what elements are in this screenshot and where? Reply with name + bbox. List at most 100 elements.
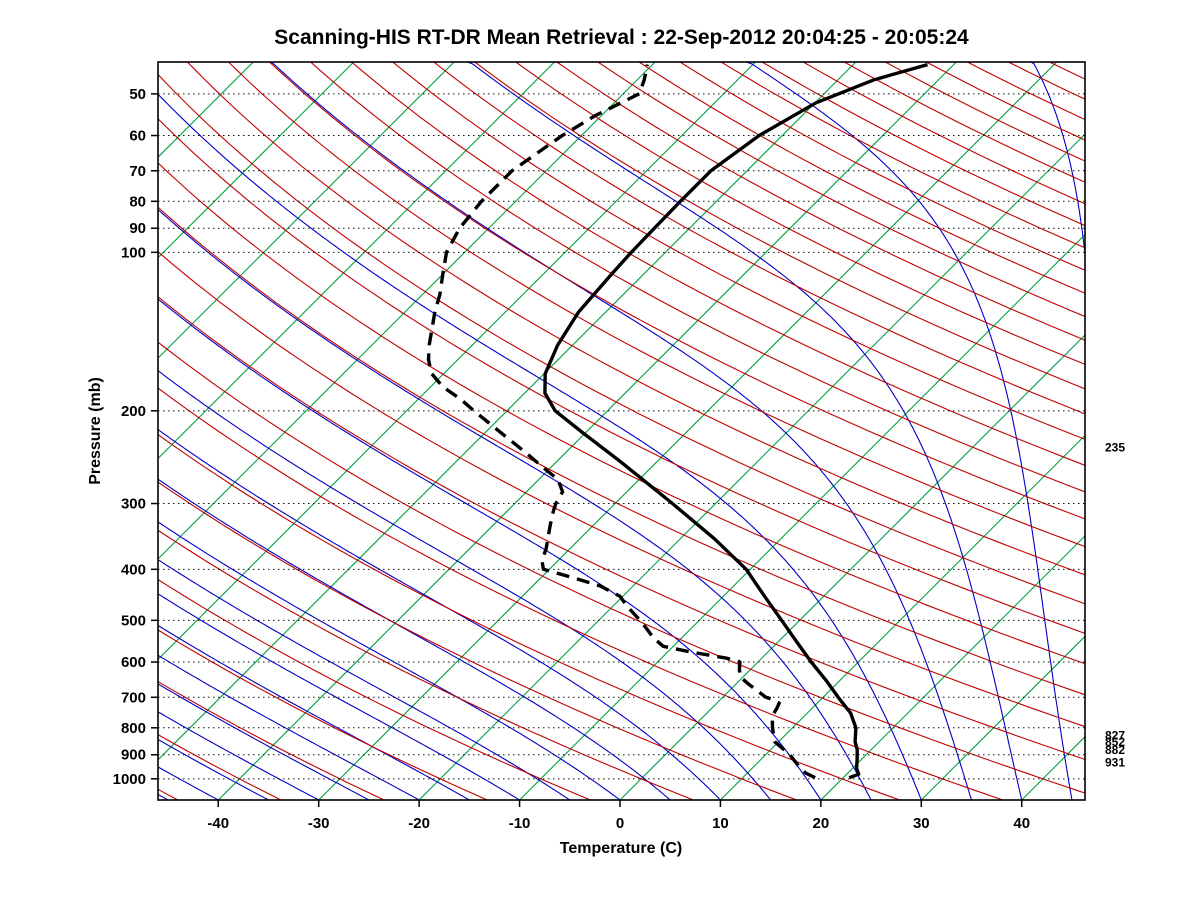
dry-adiabat-line [679,62,1085,271]
x-axis-title: Temperature (C) [559,840,683,857]
dewpoint-profile [426,64,816,780]
isotherm-line [158,62,355,259]
dry-adiabat-line [1091,62,1200,800]
isotherm-line [619,334,1085,800]
dry-adiabat-line [158,680,385,800]
x-tick-label: 10 [712,815,729,832]
dry-adiabat-line [843,62,1085,183]
moist-adiabat-line [1030,62,1085,259]
dry-adiabat-line [269,62,1085,520]
dry-adiabat-line [158,251,1085,728]
dry-adiabat-line [158,788,179,800]
isotherm-line [158,62,656,560]
right-pressure-label: 235 [1105,441,1125,455]
right-pressure-label: 931 [1105,755,1125,769]
isotherm-line [217,62,957,800]
dry-adiabat-line [638,62,1085,294]
y-tick-label: 90 [129,220,146,237]
dry-adiabat-line [158,433,900,800]
dry-adiabat-line [761,62,1085,227]
dry-adiabat-line [720,62,1085,249]
x-tick-label: 40 [1013,815,1030,832]
dry-adiabat-line [158,529,694,800]
isotherm-line [318,62,1058,800]
moist-adiabat-line [158,558,571,800]
moist-adiabat-line [158,593,520,800]
dry-adiabat-line [158,206,1085,696]
y-tick-label: 800 [121,720,146,737]
y-tick-label: 100 [121,244,146,261]
x-tick-label: -40 [207,815,229,832]
dry-adiabat-line [158,481,797,800]
isotherm-line [418,133,1085,800]
dry-adiabat-line [158,296,1085,760]
dry-adiabat-line [967,62,1085,121]
moist-adiabat-line [158,624,470,800]
moist-adiabat-line [269,62,973,800]
right-pressure-label: 852 [1105,735,1125,749]
x-tick-label: 30 [913,815,930,832]
dry-adiabat-line [158,162,1085,665]
y-tick-label: 300 [121,496,146,513]
moist-adiabat-line [158,369,772,800]
dry-adiabat-line [351,62,1085,466]
y-tick-label: 600 [121,654,146,671]
y-tick-label: 900 [121,747,146,764]
y-tick-label: 400 [121,561,146,578]
x-tick-label: 0 [616,815,624,832]
y-tick-label: 1000 [113,771,146,788]
x-tick-label: -30 [308,815,330,832]
moist-adiabat-line [158,683,370,800]
moist-adiabat-line [0,62,17,800]
plot-lines-layer [0,62,1200,800]
y-tick-label: 200 [121,403,146,420]
isotherm-line [158,62,756,661]
dry-adiabat-line [515,62,1085,365]
moist-adiabat-line [467,62,1023,800]
dry-adiabat-line [310,62,1085,493]
right-pressure-label: 827 [1105,728,1125,742]
isotherm-line [158,62,555,460]
moist-adiabat-line [158,521,621,800]
moist-adiabat-line [1162,62,1187,800]
chart-title: Scanning-HIS RT-DR Mean Retrieval : 22-S… [274,26,969,49]
moist-adiabat-line [158,428,721,800]
moist-adiabat-line [158,93,922,800]
isotherm-line [158,62,857,761]
dry-adiabat-line [802,62,1085,205]
y-tick-label: 700 [121,689,146,706]
y-tick-label: 500 [121,612,146,629]
dry-adiabat-line [228,62,1085,548]
dry-adiabat-line [158,118,1085,635]
isotherm-line [1021,735,1085,800]
moist-adiabat-line [158,208,872,800]
y-tick-label: 70 [129,163,146,180]
isotherm-line [158,62,455,359]
isotherm-line [820,535,1085,800]
moist-adiabat-line [745,62,1073,800]
dry-adiabat-line [158,629,488,800]
y-tick-label: 60 [129,128,146,145]
moist-adiabat-line [0,62,68,800]
dry-adiabat-line [187,62,1085,576]
x-tick-label: -20 [408,815,430,832]
dry-adiabat-line [158,73,1085,605]
moist-adiabat-line [158,654,420,800]
dry-adiabat-line [556,62,1085,341]
dry-adiabat-line [158,578,591,800]
dry-adiabat-line [392,62,1085,440]
isotherm-line [920,635,1085,800]
x-tick-label: -10 [509,815,531,832]
plot-border [157,61,1086,801]
moist-adiabat-line [0,62,118,800]
temperature-profile [543,62,928,780]
moist-adiabat-line [158,478,671,800]
y-tick-label: 80 [129,193,146,210]
y-tick-label: 50 [129,86,146,103]
dry-adiabat-line [433,62,1085,415]
moist-adiabat-line [158,298,822,800]
isotherm-line [720,434,1085,800]
x-tick-label: 20 [813,815,830,832]
